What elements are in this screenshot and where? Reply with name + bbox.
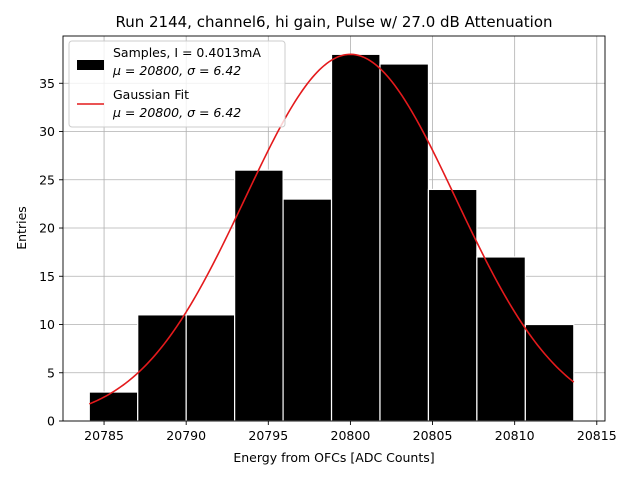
y-tick-label: 5: [47, 365, 55, 380]
legend-fit-label: Gaussian Fit: [113, 87, 189, 102]
x-tick-label: 20790: [166, 428, 206, 443]
histogram-bar: [234, 169, 284, 422]
y-tick-label: 20: [39, 221, 55, 236]
histogram-bars: [88, 53, 575, 422]
histogram-bar: [379, 63, 430, 422]
x-axis-ticks: 20785 20790 20795 20800 20805 20810 20815: [84, 421, 617, 443]
y-tick-label: 25: [39, 172, 55, 187]
y-tick-label: 0: [47, 414, 55, 429]
x-tick-label: 20810: [495, 428, 535, 443]
plot-frame: [62, 35, 606, 422]
legend: Samples, I = 0.4013mA μ = 20800, σ = 6.4…: [68, 40, 286, 128]
gaussian-fit-curve: [88, 53, 575, 405]
x-tick-label: 20800: [331, 428, 371, 443]
legend-samples-patch: [77, 60, 104, 70]
x-tick-label: 20805: [413, 428, 453, 443]
y-tick-label: 10: [39, 317, 55, 332]
legend-fit-stats: μ = 20800, σ = 6.42: [112, 105, 241, 120]
y-axis-ticks: 0 5 10 15 20 25 30 35: [39, 76, 63, 429]
chart-title: Run 2144, channel6, hi gain, Pulse w/ 27…: [115, 13, 552, 31]
x-tick-label: 20785: [84, 428, 124, 443]
histogram-bar: [476, 256, 526, 422]
y-tick-label: 15: [39, 269, 55, 284]
legend-samples-stats: μ = 20800, σ = 6.42: [112, 63, 241, 78]
legend-samples-label: Samples, I = 0.4013mA: [113, 45, 261, 60]
x-axis-label: Energy from OFCs [ADC Counts]: [233, 450, 434, 465]
x-tick-label: 20815: [577, 428, 617, 443]
histogram-bar: [185, 314, 236, 422]
y-tick-label: 35: [39, 76, 55, 91]
histogram-bar: [330, 53, 381, 422]
histogram-bar: [282, 198, 333, 422]
histogram-bar: [88, 391, 139, 422]
legend-box: [68, 40, 286, 128]
y-axis-label: Entries: [14, 206, 29, 250]
histogram-bar: [137, 314, 187, 422]
x-tick-label: 20795: [248, 428, 288, 443]
y-tick-label: 30: [39, 124, 55, 139]
histogram-bar: [427, 188, 478, 422]
